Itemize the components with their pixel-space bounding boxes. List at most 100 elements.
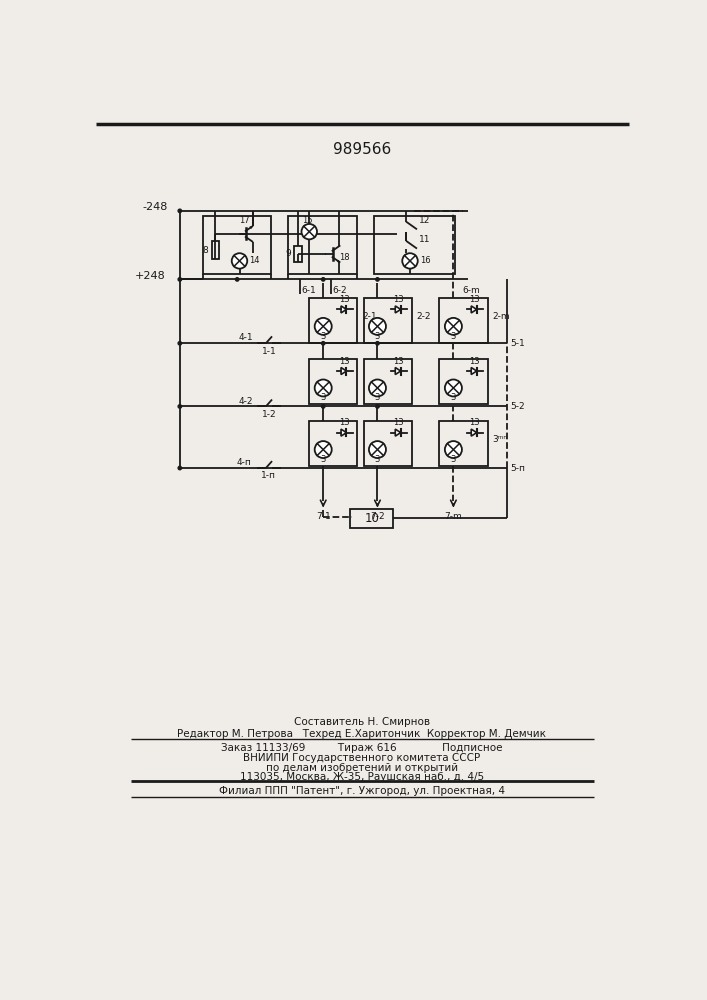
Text: 3: 3 <box>451 393 456 402</box>
Text: 6-m: 6-m <box>462 286 481 295</box>
Text: 5-1: 5-1 <box>510 339 525 348</box>
Circle shape <box>322 405 325 408</box>
Text: 3: 3 <box>320 393 326 402</box>
Text: 3: 3 <box>375 393 380 402</box>
Polygon shape <box>341 429 346 436</box>
Bar <box>440 359 488 404</box>
Bar <box>373 216 455 274</box>
Bar <box>309 421 357 466</box>
Polygon shape <box>472 429 477 436</box>
Circle shape <box>178 278 182 281</box>
Text: Филиал ППП "Патент", г. Ужгород, ул. Проектная, 4: Филиал ППП "Патент", г. Ужгород, ул. Про… <box>219 786 505 796</box>
Text: 1-п: 1-п <box>262 471 276 480</box>
Bar <box>440 421 488 466</box>
Text: 113035, Москва, Ж-35, Раушская наб., д. 4/5: 113035, Москва, Ж-35, Раушская наб., д. … <box>240 772 484 782</box>
Circle shape <box>315 379 332 396</box>
Text: 3: 3 <box>375 332 380 341</box>
Bar <box>309 359 357 404</box>
Circle shape <box>369 441 386 458</box>
Text: 13: 13 <box>339 295 349 304</box>
Text: 3ᵐⁿ: 3ᵐⁿ <box>492 435 507 444</box>
Circle shape <box>235 278 239 281</box>
Text: +248: +248 <box>135 271 166 281</box>
Bar <box>363 359 411 404</box>
Text: 5-2: 5-2 <box>510 402 525 411</box>
Circle shape <box>369 379 386 396</box>
Bar <box>351 509 393 528</box>
Circle shape <box>178 466 182 470</box>
Text: 14: 14 <box>250 256 260 265</box>
Bar <box>363 421 411 466</box>
Circle shape <box>375 278 379 281</box>
Text: 1-1: 1-1 <box>262 347 276 356</box>
Text: Редактор М. Петрова   Техред Е.Харитончик  Корректор М. Демчик: Редактор М. Петрова Техред Е.Харитончик … <box>177 729 547 739</box>
Bar <box>309 298 357 343</box>
Circle shape <box>232 253 247 269</box>
Text: 13: 13 <box>339 357 349 366</box>
Text: 2-1: 2-1 <box>362 312 377 321</box>
Circle shape <box>178 342 182 345</box>
Text: 8: 8 <box>203 246 209 255</box>
Text: 7-2: 7-2 <box>370 512 385 521</box>
Text: Заказ 11133/69          Тираж 616              Подписное: Заказ 11133/69 Тираж 616 Подписное <box>221 743 503 753</box>
Bar <box>288 216 356 274</box>
Text: 4-2: 4-2 <box>239 397 253 406</box>
Text: 3: 3 <box>451 455 456 464</box>
Text: 18: 18 <box>339 253 350 262</box>
Bar <box>211 241 219 259</box>
Text: 16: 16 <box>420 256 431 265</box>
Text: 13: 13 <box>469 418 479 427</box>
Polygon shape <box>472 306 477 313</box>
Circle shape <box>178 405 182 408</box>
Polygon shape <box>395 306 401 313</box>
Text: 10: 10 <box>364 512 379 525</box>
Bar <box>293 246 301 262</box>
Bar <box>363 298 411 343</box>
Text: 2-m: 2-m <box>492 312 510 321</box>
Text: 13: 13 <box>339 418 349 427</box>
Polygon shape <box>337 260 339 262</box>
Text: 3: 3 <box>320 332 326 341</box>
Polygon shape <box>250 226 252 229</box>
Text: 4-1: 4-1 <box>239 333 253 342</box>
Text: 13: 13 <box>393 418 404 427</box>
Bar <box>440 298 488 343</box>
Text: Составитель Н. Смирнов: Составитель Н. Смирнов <box>294 717 430 727</box>
Circle shape <box>322 342 325 345</box>
Text: 13: 13 <box>393 295 404 304</box>
Text: -248: -248 <box>143 202 168 212</box>
Text: 989566: 989566 <box>333 142 391 157</box>
Text: 12: 12 <box>419 216 430 225</box>
Text: 5-п: 5-п <box>510 464 526 473</box>
Circle shape <box>375 342 379 345</box>
Text: 4-п: 4-п <box>236 458 251 467</box>
Circle shape <box>369 318 386 335</box>
Circle shape <box>445 441 462 458</box>
Text: 15: 15 <box>303 216 313 225</box>
Text: 7-1: 7-1 <box>316 512 331 521</box>
Text: 3: 3 <box>451 332 456 341</box>
Circle shape <box>402 253 418 269</box>
Circle shape <box>322 278 325 281</box>
Circle shape <box>445 318 462 335</box>
Polygon shape <box>341 306 346 313</box>
Text: 3: 3 <box>320 455 326 464</box>
Polygon shape <box>395 429 401 436</box>
Circle shape <box>315 318 332 335</box>
Text: 9: 9 <box>285 249 291 258</box>
Text: 13: 13 <box>393 357 404 366</box>
Polygon shape <box>395 368 401 375</box>
Text: 13: 13 <box>469 357 479 366</box>
Text: 11: 11 <box>419 235 430 244</box>
Polygon shape <box>341 368 346 375</box>
Circle shape <box>375 405 379 408</box>
Text: 2-2: 2-2 <box>416 312 431 321</box>
Text: 17: 17 <box>239 216 250 225</box>
Text: 7-m: 7-m <box>445 512 462 521</box>
Text: 13: 13 <box>469 295 479 304</box>
Polygon shape <box>472 368 477 375</box>
Circle shape <box>445 379 462 396</box>
Text: 3: 3 <box>375 455 380 464</box>
Circle shape <box>315 441 332 458</box>
Text: по делам изобретений и открытий: по делам изобретений и открытий <box>266 763 458 773</box>
